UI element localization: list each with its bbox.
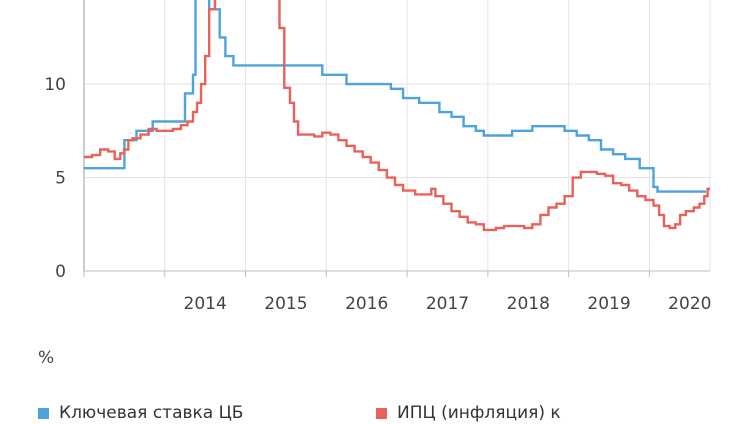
y-tick-label: 0: [55, 262, 66, 282]
x-tick-label: 2015: [264, 294, 307, 314]
series-layer: [84, 0, 710, 232]
y-tick-label: 10: [44, 75, 66, 95]
series-line-cpi: [84, 0, 710, 232]
legend-item-key-rate: Ключевая ставка ЦБ: [38, 402, 243, 424]
legend-label-key-rate: Ключевая ставка ЦБ: [59, 403, 244, 423]
legend-swatch-key-rate: [38, 407, 49, 419]
grid-layer: [83, 0, 711, 272]
x-tick-label: 2014: [184, 294, 227, 314]
x-tick-label: 2018: [507, 294, 550, 314]
x-tick-label: 2017: [426, 294, 469, 314]
legend-swatch-cpi: [376, 407, 387, 419]
x-tick-label: 2016: [345, 294, 388, 314]
labels-layer: 0 5 10 2014 2015 2016 2017 2018 2019 2020: [44, 75, 711, 314]
x-tick-label: 2019: [587, 294, 630, 314]
axis-layer: [83, 0, 650, 277]
y-tick-label: 5: [55, 169, 66, 189]
unit-label: %: [38, 348, 55, 368]
x-tick-label: 2020: [668, 294, 711, 314]
legend-item-cpi: ИПЦ (инфляция) к: [376, 402, 561, 424]
legend-label-cpi: ИПЦ (инфляция) к: [397, 403, 561, 423]
series-line-key_rate: [84, 0, 706, 193]
